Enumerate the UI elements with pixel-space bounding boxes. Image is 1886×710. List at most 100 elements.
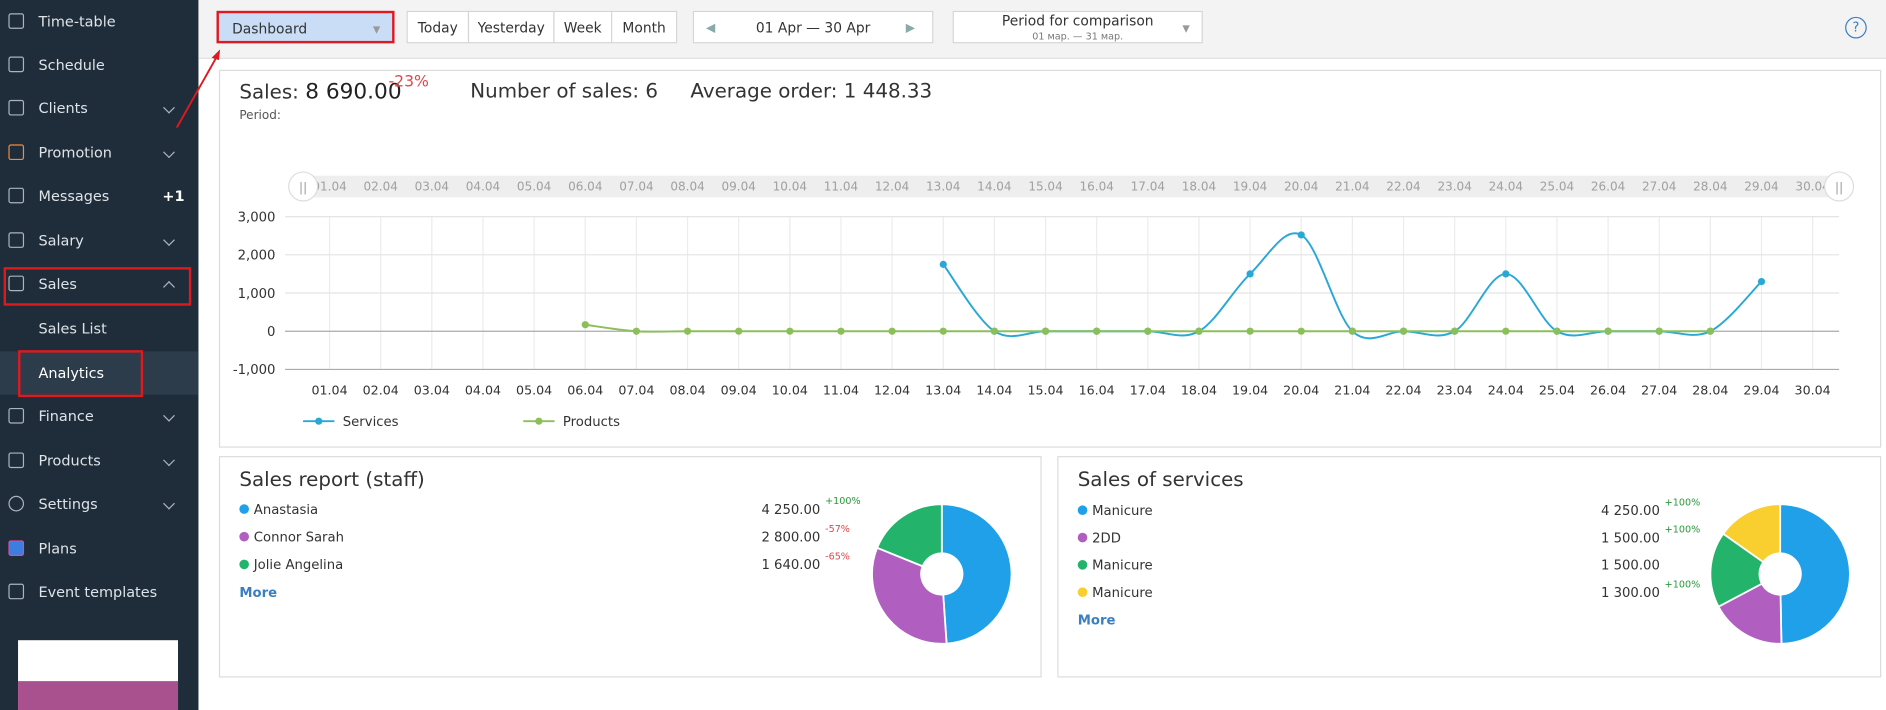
help-button[interactable]: ? [1845,16,1867,39]
period-button[interactable]: Month [611,10,678,44]
label: Event templates [38,583,158,601]
point [1604,327,1612,335]
x-tick-label: 03.04 [414,383,450,398]
navigator-label: 12.04 [875,180,909,194]
navigator-label: 24.04 [1489,180,1523,194]
menu-item[interactable]: Salary [0,219,198,262]
x-tick-label: 06.04 [567,383,603,398]
x-tick-label: 18.04 [1181,383,1217,398]
point [786,327,794,335]
point [1399,327,1408,335]
date-range[interactable]: ◀ 01 Apr — 30 Apr ▶ [692,10,934,44]
menu-item[interactable]: Plans [0,527,198,570]
row-change: +100% [1665,497,1701,508]
legend-dot [239,531,249,542]
navigator-handle [1824,171,1855,202]
x-tick-label: 09.04 [721,383,757,398]
next-arrow[interactable]: ▶ [905,21,915,35]
label: Sales List [38,320,107,337]
navigator-handle [288,171,319,202]
x-tick-label: 28.04 [1692,383,1728,398]
row-value: 4 250.00 [761,503,820,518]
highlight [3,267,192,306]
navigator-label: 06.04 [568,180,602,194]
x-tick-label: 02.04 [363,383,399,398]
navigator-label: 03.04 [415,180,449,194]
more-link: More [239,586,277,601]
x-tick-label: 29.04 [1743,383,1779,398]
badge: +1 [162,187,185,205]
menu-item[interactable]: Sales List [0,307,198,350]
x-tick-label: 07.04 [618,383,654,398]
x-tick-label: 26.04 [1590,383,1626,398]
period-button[interactable]: Yesterday [467,10,555,44]
navigator-label: 05.04 [517,180,551,194]
sales-chart-panel: Sales: 8 690.00 -23% Number of sales: 6 … [218,69,1882,448]
menu-item[interactable]: Clients [0,87,198,130]
label: Schedule [38,56,105,74]
x-tick-label: 21.04 [1334,383,1370,398]
navigator-label: 07.04 [619,180,653,194]
label: 01 Apr — 30 Apr [755,19,871,37]
x-tick-label: 11.04 [823,383,859,398]
menu-item[interactable]: Schedule [0,43,198,86]
row-value: 1 300.00 [1601,586,1660,601]
period-button[interactable]: Today [406,10,470,44]
menu-item[interactable]: Messages +1 [0,174,198,217]
menu-item[interactable]: Time-table [0,0,198,43]
pie-slice [1779,503,1851,645]
navigator-label: 10.04 [773,180,807,194]
menu-item[interactable]: Analytics [0,351,199,395]
row-label: Jolie Angelina [253,558,343,573]
menu-item[interactable]: Event templates [0,570,198,613]
period-label: Period: [239,109,281,123]
legend-label: Products [563,415,620,430]
x-tick-label: 04.04 [465,383,501,398]
x-tick-label: 27.04 [1641,383,1677,398]
pie-slice [940,503,1013,645]
label: Finance [38,407,94,425]
navigator-label: 15.04 [1028,180,1062,194]
row-change: -57% [825,524,850,535]
navigator-label: 29.04 [1744,180,1778,194]
pie-hole [1758,552,1802,596]
navigator-label: 02.04 [364,180,398,194]
comparison-select[interactable]: Period for comparison 01 мар. — 31 мар. ▼ [952,10,1203,44]
x-tick-label: 25.04 [1539,383,1575,398]
x-tick-label: 13.04 [925,383,961,398]
navigator-label: 08.04 [670,180,704,194]
x-tick-label: 22.04 [1385,383,1421,398]
menu-item[interactable]: Sales [0,262,198,305]
highlight [18,350,144,398]
menu-item[interactable]: Finance [0,395,198,438]
point [632,327,641,335]
x-tick-label: 30.04 [1795,383,1831,398]
point [990,327,999,335]
point [1553,327,1561,335]
point [1502,327,1510,335]
row-change: +100% [825,496,861,507]
row-value: 1 640.00 [761,558,820,573]
view-select[interactable]: Dashboard ▼ [216,10,395,44]
navigator-label: 28.04 [1693,180,1727,194]
prev-arrow[interactable]: ◀ [706,21,716,35]
menu-item[interactable]: Promotion [0,131,198,174]
legend-dot [1077,587,1088,598]
point [1706,327,1714,335]
menu-item[interactable]: Products [0,439,198,482]
toolbar: Dashboard ▼ Today Yesterday Week Month ◀ 0… [198,0,1886,59]
x-tick-label: 24.04 [1488,383,1524,398]
x-tick-label: 08.04 [669,383,705,398]
x-tick-label: 19.04 [1232,383,1268,398]
sales-label: Sales: [239,80,299,104]
row-label: Connor Sarah [254,531,344,546]
average-order: Average order: 1 448.33 [690,79,933,103]
label: Products [38,452,101,470]
point [1041,327,1050,335]
sublabel: 01 мар. — 31 мар. [1032,31,1124,43]
menu-item[interactable]: Settings [0,483,198,526]
panel-title: Sales of services [1078,468,1244,491]
summary: Sales: 8 690.00 -23% Number of sales: 6 … [239,73,932,104]
pie-slice [1721,503,1782,576]
period-button[interactable]: Week [553,10,613,44]
